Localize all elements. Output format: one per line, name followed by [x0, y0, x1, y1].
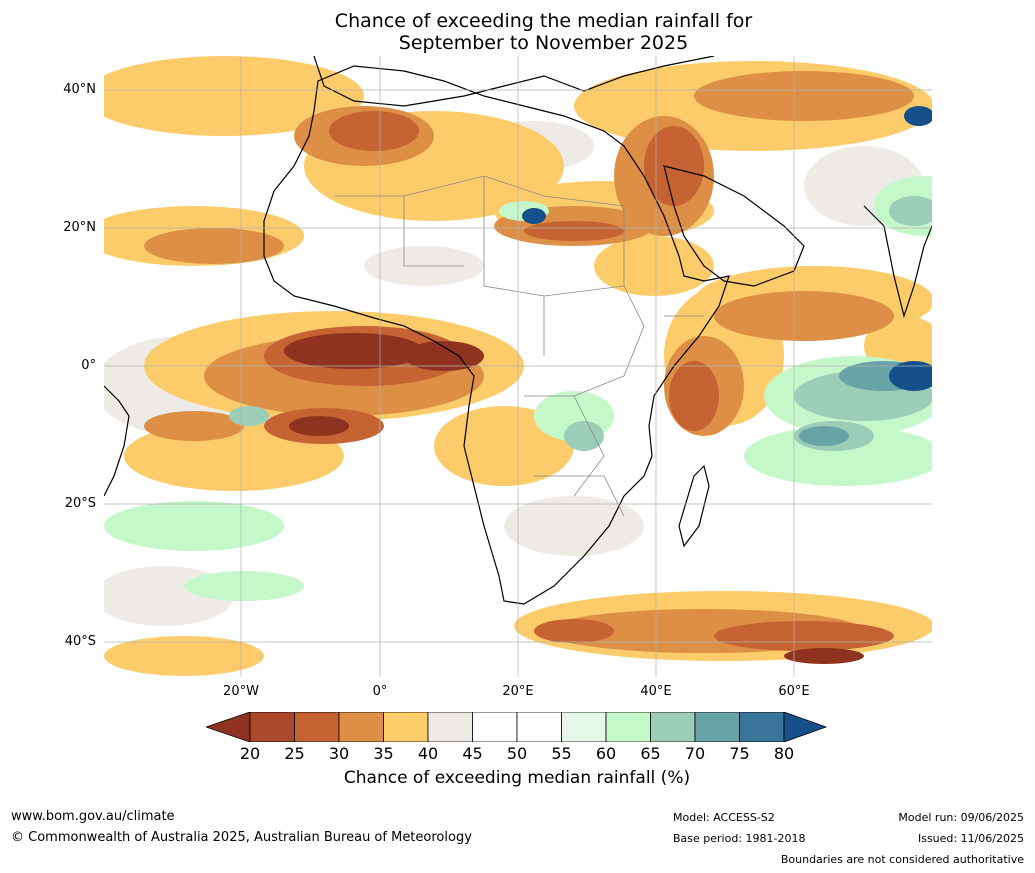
- lon-label-60e: 60°E: [778, 684, 810, 699]
- lon-label-0: 0°: [372, 684, 388, 699]
- colorbar-tick-label: 80: [773, 744, 795, 763]
- title-line-1: Chance of exceeding the median rainfall …: [334, 10, 753, 32]
- colorbar-cell: [383, 712, 429, 742]
- colorbar-tick-label: 45: [462, 744, 483, 763]
- lat-label-20s: 20°S: [64, 496, 96, 511]
- colorbar-cell: [472, 712, 518, 742]
- lat-label-40n: 40°N: [63, 82, 96, 97]
- chart-title: Chance of exceeding the median rainfall …: [0, 10, 1035, 54]
- lon-label-40e: 40°E: [640, 684, 672, 699]
- colorbar-tick-label: 30: [328, 744, 350, 763]
- country-boundaries: [334, 175, 704, 517]
- disclaimer-text: Boundaries are not considered authoritat…: [780, 853, 1024, 866]
- colorbar-tick-label: 75: [729, 744, 750, 763]
- model-run-text: Model run: 09/06/2025: [898, 811, 1024, 824]
- colorbar-tick-label: 50: [506, 744, 528, 763]
- colorbar-cell: [516, 712, 562, 742]
- rainfall-map: [104, 56, 932, 677]
- website-link[interactable]: www.bom.gov.au/climate: [11, 809, 175, 824]
- colorbar-cell: [338, 712, 384, 742]
- graticule: [104, 56, 932, 677]
- map-canvas: [104, 56, 932, 677]
- colorbar-tick-label: 55: [551, 744, 572, 763]
- india-coastline: [863, 205, 932, 319]
- europe-coastline: [313, 56, 715, 107]
- arabia-coastline: [663, 165, 805, 287]
- colorbar-cell: [694, 712, 740, 742]
- colorbar-tick-label: 35: [373, 744, 394, 763]
- colorbar-tick-label: 25: [284, 744, 305, 763]
- colorbar-cell: [739, 712, 785, 742]
- colorbar-cell: [650, 712, 696, 742]
- lat-label-0: 0°: [81, 358, 96, 373]
- title-line-2: September to November 2025: [398, 32, 689, 54]
- colorbar-tick-label: 60: [595, 744, 617, 763]
- copyright-text: © Commonwealth of Australia 2025, Austra…: [11, 830, 472, 845]
- colorbar-tick-label: 65: [640, 744, 661, 763]
- colorbar-cell: [294, 712, 340, 742]
- colorbar-tick-label: 20: [239, 744, 261, 763]
- colorbar: [206, 712, 828, 742]
- madagascar-coastline: [678, 464, 710, 548]
- colorbar-cells: [206, 712, 828, 742]
- lat-label-40s: 40°S: [64, 634, 96, 649]
- south-america-coastline: [104, 385, 130, 497]
- africa-coastline: [263, 65, 730, 605]
- dark-brown-patches: [284, 333, 864, 664]
- lon-label-20e: 20°E: [502, 684, 534, 699]
- colorbar-cell: [561, 712, 607, 742]
- colorbar-tick-label: 40: [417, 744, 439, 763]
- model-text: Model: ACCESS-S2: [673, 811, 775, 824]
- colorbar-arrow-high: [783, 712, 828, 742]
- colorbar-cell: [427, 712, 473, 742]
- blue-patches: [522, 106, 932, 391]
- lat-label-20n: 20°N: [63, 220, 96, 235]
- colorbar-arrow-low: [206, 712, 251, 742]
- base-period-text: Base period: 1981-2018: [673, 832, 806, 845]
- colorbar-cell: [605, 712, 651, 742]
- issued-text: Issued: 11/06/2025: [917, 832, 1024, 845]
- lon-label-20w: 20°W: [223, 684, 259, 699]
- colorbar-cell: [249, 712, 295, 742]
- colorbar-tick-label: 70: [684, 744, 706, 763]
- colorbar-label: Chance of exceeding median rainfall (%): [343, 768, 691, 788]
